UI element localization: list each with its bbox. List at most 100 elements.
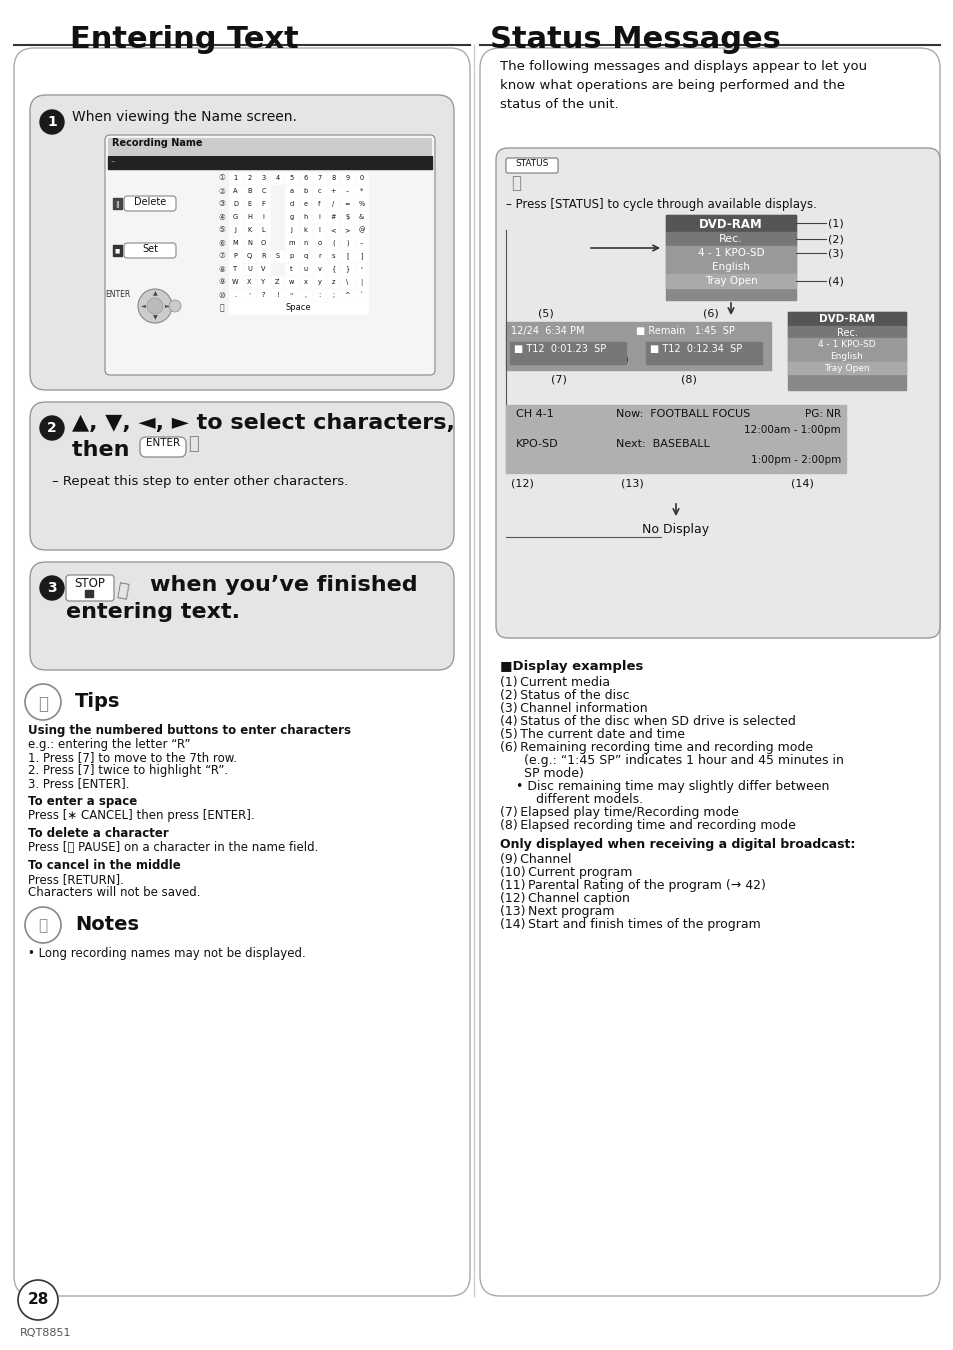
Text: No Display: No Display — [641, 522, 709, 536]
Text: • Disc remaining time may slightly differ between: • Disc remaining time may slightly diffe… — [499, 780, 828, 792]
Bar — [355, 211, 368, 223]
Bar — [285, 211, 297, 223]
Text: o: o — [317, 240, 321, 246]
Text: M: M — [233, 240, 238, 246]
Text: (10) Current program: (10) Current program — [499, 865, 632, 879]
Bar — [327, 275, 339, 288]
Text: To cancel in the middle: To cancel in the middle — [28, 859, 180, 872]
Text: #: # — [331, 215, 335, 220]
Bar — [271, 171, 284, 184]
Text: (7) Elapsed play time/Recording mode: (7) Elapsed play time/Recording mode — [499, 806, 739, 819]
Text: Set: Set — [142, 244, 158, 254]
Bar — [243, 224, 255, 236]
Text: (10): (10) — [605, 355, 628, 364]
Text: then: then — [71, 440, 137, 460]
Bar — [229, 171, 242, 184]
Text: m: m — [288, 240, 294, 246]
Text: different models.: different models. — [499, 792, 642, 806]
FancyBboxPatch shape — [505, 158, 558, 173]
Text: \: \ — [346, 279, 348, 285]
Bar — [665, 215, 795, 232]
Text: X: X — [247, 279, 252, 285]
Text: }: } — [345, 266, 349, 273]
Text: ■ Remain   1:45  SP: ■ Remain 1:45 SP — [636, 325, 734, 336]
Text: =: = — [344, 201, 350, 207]
Text: “: “ — [290, 292, 293, 298]
Bar — [298, 185, 312, 197]
Text: T: T — [233, 266, 237, 271]
Bar — [298, 224, 312, 236]
Bar — [327, 185, 339, 197]
Text: Press [⏸ PAUSE] on a character in the name field.: Press [⏸ PAUSE] on a character in the na… — [28, 841, 318, 855]
Bar — [327, 171, 339, 184]
Text: (6) Remaining recording time and recording mode: (6) Remaining recording time and recordi… — [499, 741, 812, 755]
Text: B: B — [247, 188, 252, 194]
Bar — [112, 244, 122, 256]
Text: ④: ④ — [218, 212, 225, 221]
Text: ⑩: ⑩ — [218, 290, 225, 300]
Text: 0: 0 — [359, 176, 363, 181]
Bar — [285, 263, 297, 275]
Bar — [256, 198, 270, 211]
Text: {: { — [331, 266, 335, 273]
Text: G: G — [233, 215, 238, 220]
Text: 4 - 1 KPO-SD: 4 - 1 KPO-SD — [818, 340, 875, 350]
Text: (3): (3) — [827, 248, 842, 258]
Text: ▼: ▼ — [152, 316, 157, 320]
Bar — [285, 289, 297, 301]
Bar — [355, 289, 368, 301]
Bar — [256, 250, 270, 262]
Text: (2): (2) — [827, 234, 843, 244]
Text: b: b — [303, 188, 307, 194]
Bar — [285, 171, 297, 184]
Bar — [355, 238, 368, 248]
Text: q: q — [303, 252, 307, 259]
Bar — [313, 275, 326, 288]
Text: Press [RETURN].: Press [RETURN]. — [28, 873, 124, 886]
Text: To enter a space: To enter a space — [28, 795, 137, 809]
Bar — [285, 224, 297, 236]
Bar — [243, 211, 255, 223]
FancyBboxPatch shape — [124, 243, 175, 258]
Bar — [271, 289, 284, 301]
Text: (2) Status of the disc: (2) Status of the disc — [499, 688, 629, 702]
Text: C: C — [261, 188, 266, 194]
Text: [: [ — [346, 252, 349, 259]
Text: ③: ③ — [218, 200, 225, 208]
Text: +: + — [331, 188, 335, 194]
Text: DVD-RAM: DVD-RAM — [818, 315, 874, 324]
Text: %: % — [358, 201, 364, 207]
FancyBboxPatch shape — [479, 49, 939, 1296]
Circle shape — [18, 1280, 58, 1320]
Bar — [313, 224, 326, 236]
Text: ;: ; — [332, 292, 335, 298]
Circle shape — [40, 109, 64, 134]
Text: –: – — [345, 188, 349, 194]
Text: <: < — [331, 227, 336, 234]
Bar — [787, 362, 905, 374]
Text: H: H — [247, 215, 252, 220]
FancyBboxPatch shape — [124, 196, 175, 211]
Text: e.g.: entering the letter “R”: e.g.: entering the letter “R” — [28, 738, 191, 751]
Text: ⑨: ⑨ — [218, 278, 225, 286]
Bar — [229, 198, 242, 211]
Text: (14): (14) — [790, 479, 813, 489]
Text: j: j — [291, 227, 293, 234]
Bar — [505, 323, 770, 370]
Bar — [340, 198, 354, 211]
Text: To delete a character: To delete a character — [28, 828, 169, 840]
FancyBboxPatch shape — [30, 562, 454, 670]
Text: (5) The current date and time: (5) The current date and time — [499, 728, 684, 741]
Text: f: f — [318, 201, 320, 207]
Bar — [787, 312, 905, 390]
Bar — [340, 211, 354, 223]
Text: l: l — [318, 227, 320, 234]
Text: I: I — [262, 215, 264, 220]
Text: k: k — [303, 227, 307, 234]
Circle shape — [25, 907, 61, 944]
Bar — [298, 198, 312, 211]
Bar — [665, 246, 795, 261]
Text: Only displayed when receiving a digital broadcast:: Only displayed when receiving a digital … — [499, 838, 855, 850]
Text: When viewing the Name screen.: When viewing the Name screen. — [71, 109, 296, 124]
Text: ENTER: ENTER — [105, 290, 131, 298]
